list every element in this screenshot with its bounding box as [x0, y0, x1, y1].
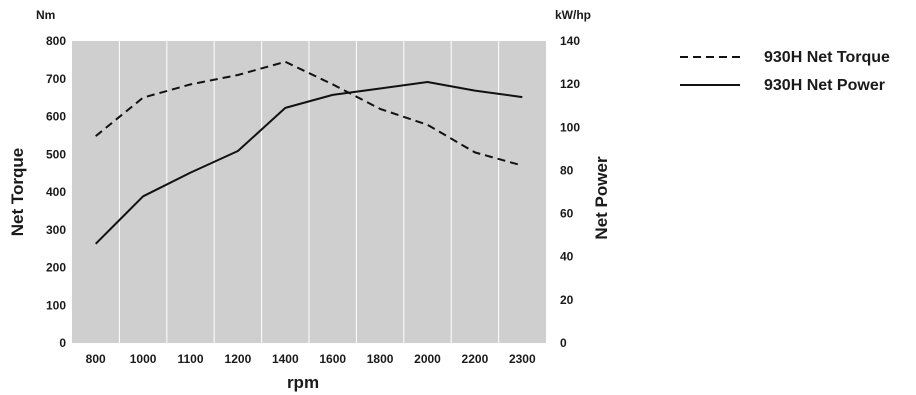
left-axis-unit: Nm	[36, 8, 55, 22]
x-tick-label: 2200	[462, 352, 489, 366]
x-tick-label: 1100	[177, 352, 203, 366]
legend-power-label: 930H Net Power	[764, 77, 885, 94]
right-tick-label: 20	[560, 293, 574, 307]
left-tick-label: 800	[46, 34, 66, 48]
x-tick-label: 1200	[225, 352, 252, 366]
left-tick-label: 200	[46, 261, 66, 275]
x-axis-ticks: 800 1000 1100 1200 1400 1600 1800 2000 2200 2300	[86, 352, 536, 366]
left-tick-label: 300	[46, 223, 66, 237]
right-tick-label: 140	[560, 34, 580, 48]
series-lines	[94, 60, 523, 245]
right-axis-title: Net Power	[592, 156, 611, 240]
x-tick-label: 1000	[130, 352, 157, 366]
right-tick-label: 0	[560, 336, 567, 350]
x-tick-label: 2000	[414, 352, 441, 366]
grid-lines	[118, 41, 500, 343]
net-torque-line	[95, 60, 523, 167]
right-tick-label: 120	[560, 77, 580, 91]
x-tick-label: 1600	[319, 352, 346, 366]
left-tick-label: 400	[46, 185, 66, 199]
x-tick-label: 1800	[367, 352, 394, 366]
legend: 930H Net Torque 930H Net Power	[680, 49, 890, 94]
x-tick-label: 2300	[509, 352, 536, 366]
left-tick-label: 600	[46, 110, 66, 124]
left-tick-label: 500	[46, 147, 66, 161]
legend-torque-label: 930H Net Torque	[764, 49, 890, 66]
left-tick-label: 0	[59, 336, 66, 350]
x-axis-title: rpm	[287, 373, 319, 392]
left-axis-ticks: 0 100 200 300 400 500 600 700 800	[46, 34, 66, 350]
left-tick-label: 700	[46, 72, 66, 86]
net-power-line	[94, 81, 523, 245]
right-tick-label: 60	[560, 207, 574, 221]
right-tick-label: 80	[560, 163, 574, 177]
right-axis-unit: kW/hp	[555, 8, 591, 22]
x-tick-label: 800	[86, 352, 106, 366]
left-axis-title: Net Torque	[8, 148, 27, 236]
x-tick-label: 1400	[272, 352, 299, 366]
left-tick-label: 100	[46, 298, 66, 312]
right-tick-label: 100	[560, 120, 580, 134]
right-tick-label: 40	[560, 250, 574, 264]
right-axis-ticks: 0 20 40 60 80 100 120 140	[560, 34, 580, 350]
